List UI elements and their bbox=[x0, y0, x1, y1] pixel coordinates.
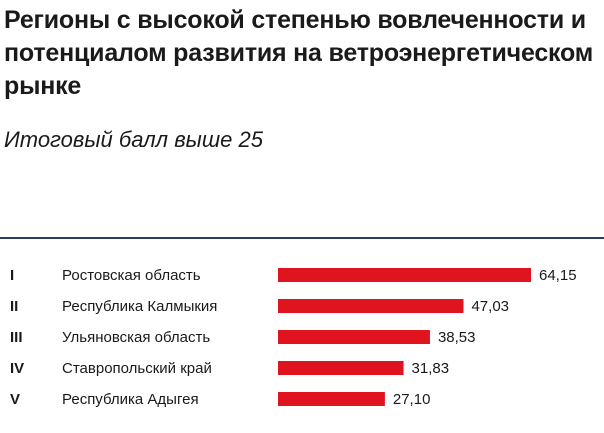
bar bbox=[278, 392, 385, 406]
category-label: Республика Адыгея bbox=[62, 391, 199, 408]
value-label: 38,53 bbox=[438, 329, 476, 346]
value-label: 47,03 bbox=[471, 298, 509, 315]
bar-row: V Республика Адыгея 27,10 bbox=[10, 391, 430, 408]
category-label: Ростовская область bbox=[62, 267, 201, 284]
rank-label: II bbox=[10, 298, 18, 315]
value-label: 27,10 bbox=[393, 391, 431, 408]
rank-label: IV bbox=[10, 360, 24, 377]
chart-subtitle: Итоговый балл выше 25 bbox=[4, 127, 263, 152]
bar bbox=[278, 299, 464, 313]
chart-title: Регионы с высокой степенью вовлеченности… bbox=[4, 6, 594, 100]
bar-chart: I Ростовская область 64,15 II Республика Кал… bbox=[10, 267, 577, 408]
bar-row: I Ростовская область 64,15 bbox=[10, 267, 577, 284]
bar bbox=[278, 268, 531, 282]
bar-row: II Республика Калмыкия 47,03 bbox=[10, 298, 509, 315]
bar-row: III Ульяновская область 38,53 bbox=[10, 329, 476, 346]
value-label: 31,83 bbox=[412, 360, 450, 377]
bar bbox=[278, 361, 404, 375]
bar-row: IV Ставропольский край 31,83 bbox=[10, 360, 449, 377]
category-label: Республика Калмыкия bbox=[62, 298, 217, 315]
rank-label: V bbox=[10, 391, 20, 408]
category-label: Ульяновская область bbox=[62, 329, 210, 346]
rank-label: I bbox=[10, 267, 14, 284]
bar bbox=[278, 330, 430, 344]
divider bbox=[0, 237, 604, 239]
value-label: 64,15 bbox=[539, 267, 577, 284]
category-label: Ставропольский край bbox=[62, 360, 212, 377]
rank-label: III bbox=[10, 329, 23, 346]
